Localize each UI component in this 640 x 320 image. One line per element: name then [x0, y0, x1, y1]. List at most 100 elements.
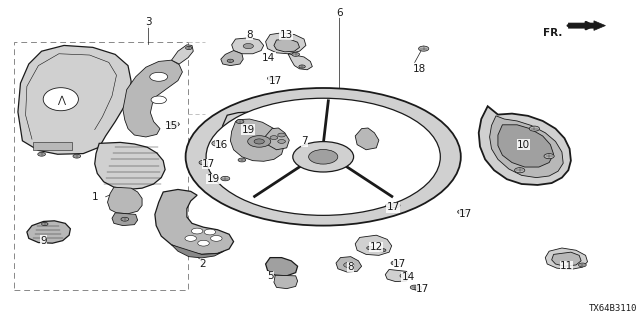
Ellipse shape	[206, 98, 440, 215]
Polygon shape	[545, 248, 588, 269]
Circle shape	[236, 120, 244, 124]
Circle shape	[278, 133, 285, 137]
Circle shape	[151, 96, 166, 104]
Polygon shape	[274, 275, 298, 289]
Ellipse shape	[293, 141, 353, 172]
Circle shape	[243, 44, 253, 49]
Circle shape	[198, 240, 209, 246]
Circle shape	[38, 152, 45, 156]
Circle shape	[42, 222, 48, 226]
Text: 17: 17	[460, 209, 472, 219]
Circle shape	[221, 176, 230, 181]
Text: 17: 17	[387, 202, 399, 212]
Text: 6: 6	[336, 8, 342, 18]
Text: 1: 1	[92, 192, 98, 202]
Text: 14: 14	[262, 52, 275, 63]
Circle shape	[191, 228, 203, 234]
Circle shape	[344, 262, 354, 268]
Circle shape	[400, 274, 409, 278]
Text: 17: 17	[202, 159, 215, 169]
Circle shape	[278, 140, 285, 143]
Text: 14: 14	[402, 272, 415, 282]
Polygon shape	[95, 142, 165, 189]
Polygon shape	[336, 257, 362, 272]
Circle shape	[410, 285, 419, 290]
Circle shape	[299, 65, 305, 68]
Circle shape	[150, 72, 168, 81]
Text: 3: 3	[145, 17, 152, 28]
Ellipse shape	[43, 88, 79, 111]
Circle shape	[204, 229, 216, 235]
Polygon shape	[266, 128, 289, 150]
Circle shape	[227, 59, 234, 62]
Text: 10: 10	[517, 140, 530, 150]
Polygon shape	[355, 128, 379, 150]
Circle shape	[254, 139, 264, 144]
Circle shape	[367, 246, 373, 250]
Circle shape	[270, 136, 278, 140]
Circle shape	[238, 158, 246, 162]
Text: 11: 11	[560, 261, 573, 271]
Circle shape	[419, 46, 429, 51]
Circle shape	[391, 203, 400, 208]
Circle shape	[186, 46, 192, 50]
Circle shape	[169, 122, 179, 127]
Polygon shape	[18, 45, 131, 154]
Text: 8: 8	[246, 29, 253, 40]
Text: 13: 13	[280, 29, 292, 40]
Ellipse shape	[308, 149, 338, 164]
Polygon shape	[230, 119, 284, 161]
Polygon shape	[266, 258, 298, 276]
Text: 2: 2	[199, 259, 205, 269]
Polygon shape	[498, 125, 554, 167]
Polygon shape	[172, 245, 224, 258]
Circle shape	[515, 168, 525, 173]
Polygon shape	[112, 213, 138, 226]
Circle shape	[268, 76, 276, 81]
Circle shape	[292, 52, 300, 56]
Text: 19: 19	[242, 124, 255, 135]
Polygon shape	[568, 21, 605, 30]
Text: ⋀: ⋀	[57, 95, 65, 105]
Circle shape	[73, 154, 81, 158]
Text: 19: 19	[207, 174, 220, 184]
Polygon shape	[490, 116, 563, 178]
Circle shape	[529, 126, 540, 131]
Ellipse shape	[186, 88, 461, 226]
Bar	[14, 42, 188, 290]
Text: 12: 12	[370, 242, 383, 252]
Polygon shape	[221, 112, 296, 167]
Circle shape	[380, 249, 386, 252]
Text: 18: 18	[413, 64, 426, 74]
Circle shape	[391, 261, 400, 265]
Text: 7: 7	[301, 136, 308, 147]
Polygon shape	[155, 189, 234, 254]
Circle shape	[212, 140, 223, 146]
Bar	[33, 142, 72, 150]
Circle shape	[121, 217, 129, 221]
Polygon shape	[355, 235, 392, 255]
Circle shape	[413, 286, 422, 290]
Text: 16: 16	[215, 140, 228, 150]
Polygon shape	[123, 60, 182, 137]
Circle shape	[211, 236, 222, 241]
Polygon shape	[221, 51, 243, 66]
Circle shape	[248, 136, 271, 147]
Polygon shape	[232, 38, 264, 54]
Polygon shape	[266, 33, 306, 54]
Polygon shape	[27, 221, 70, 243]
Polygon shape	[288, 54, 312, 70]
Text: 5: 5	[267, 271, 273, 281]
Polygon shape	[385, 269, 410, 282]
Polygon shape	[479, 106, 571, 185]
Circle shape	[458, 210, 467, 214]
Text: 17: 17	[393, 259, 406, 269]
Text: 9: 9	[40, 236, 47, 246]
Circle shape	[544, 154, 554, 159]
Polygon shape	[552, 252, 581, 266]
Text: FR.: FR.	[543, 28, 563, 38]
Polygon shape	[108, 187, 142, 214]
Polygon shape	[172, 45, 193, 64]
Text: 15: 15	[165, 121, 178, 132]
Text: 17: 17	[269, 76, 282, 86]
